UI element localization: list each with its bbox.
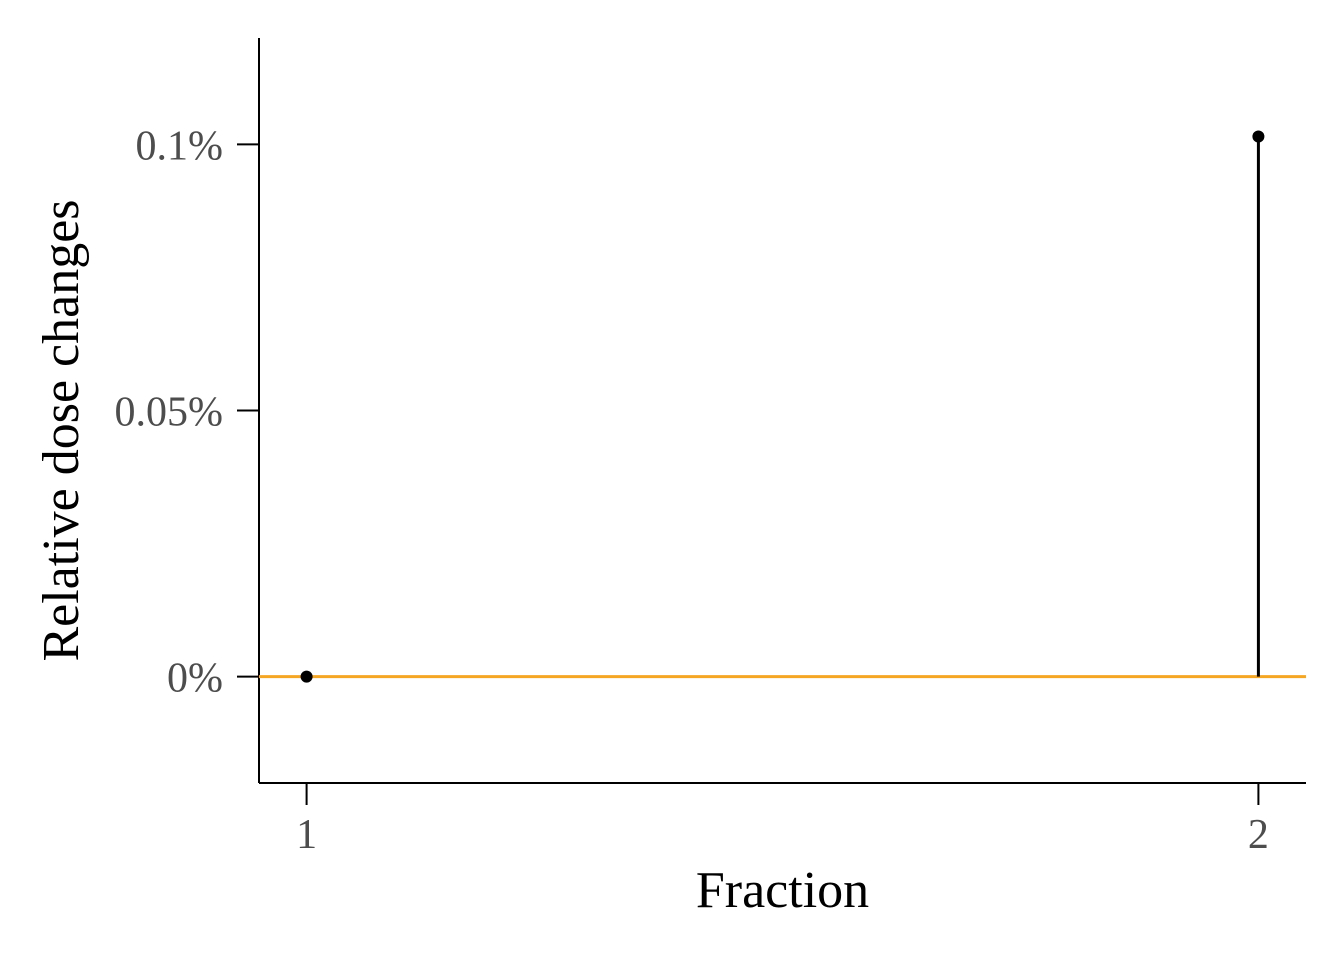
y-axis-title: Relative dose changes: [33, 199, 90, 661]
y-tick-label: 0.05%: [115, 390, 224, 436]
y-tick-label: 0.1%: [136, 123, 224, 169]
y-ticks: 0% 0.05% 0.1%: [115, 123, 259, 702]
point-fraction-1: [300, 670, 313, 683]
x-axis-title: Fraction: [696, 862, 869, 919]
x-tick-label: 2: [1248, 812, 1269, 858]
point-fraction-2: [1252, 130, 1265, 143]
y-tick-label: 0%: [167, 656, 223, 702]
data-marks: [300, 130, 1265, 683]
axes: [258, 38, 1306, 784]
x-tick-label: 1: [296, 812, 317, 858]
